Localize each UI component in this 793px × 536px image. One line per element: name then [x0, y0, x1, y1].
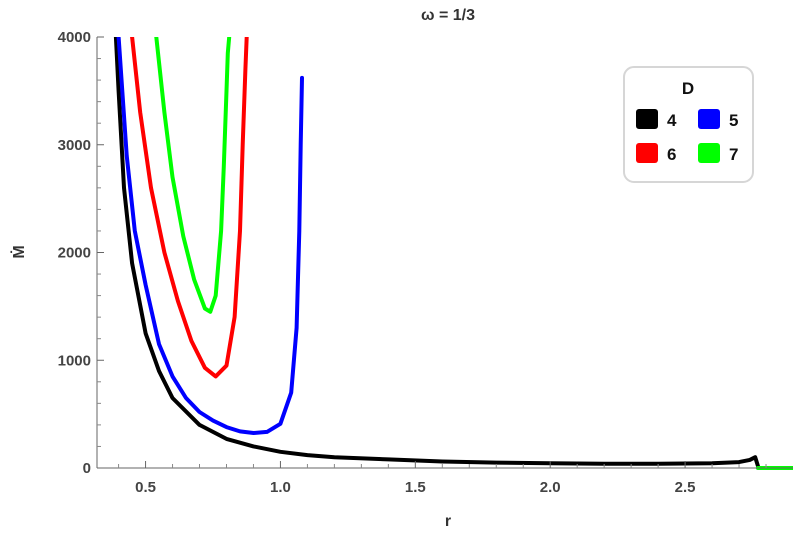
series-line-D5: [116, 37, 304, 435]
x-tick-label: 2.5: [675, 479, 696, 496]
x-tick-label: 2.0: [540, 479, 561, 496]
y-axis-ticks: 0 1000 2000 3000 4000: [58, 29, 104, 477]
legend-swatch-D4: [636, 109, 658, 129]
y-tick-label: 1000: [58, 352, 91, 369]
y-tick-label: 0: [83, 460, 91, 477]
legend-label-D7: 7: [729, 145, 738, 164]
x-tick-label: 0.5: [135, 479, 156, 496]
x-axis-ticks: 0.5 1.0 1.5 2.0 2.5: [118, 461, 767, 496]
series-line-D4: [113, 37, 760, 468]
legend-swatch-D5: [698, 109, 720, 129]
x-axis-title: r: [445, 513, 451, 530]
legend-label-D6: 6: [667, 145, 676, 164]
legend-swatch-D7: [698, 143, 720, 163]
y-tick-label: 3000: [58, 137, 91, 154]
y-axis-title: Ṁ: [10, 245, 28, 258]
legend: D 4 5 6 7: [623, 66, 754, 183]
plot-area: [113, 37, 793, 470]
legend-swatch-D6: [636, 143, 658, 163]
x-tick-label: 1.0: [270, 479, 291, 496]
legend-label-D5: 5: [729, 111, 738, 130]
chart-title: ω = 1/3: [421, 7, 475, 24]
axes: 0.5 1.0 1.5 2.0 2.5 0 1000 2000 3000 4000: [58, 29, 793, 496]
legend-label-D4: 4: [667, 111, 677, 130]
legend-items: 4 5 6 7: [636, 109, 738, 164]
legend-title: D: [682, 79, 694, 98]
x-tick-label: 1.5: [405, 479, 426, 496]
series-line-D6: [130, 37, 249, 379]
y-tick-label: 2000: [58, 245, 91, 262]
y-tick-label: 4000: [58, 29, 91, 46]
series-line-D7: [154, 37, 232, 314]
